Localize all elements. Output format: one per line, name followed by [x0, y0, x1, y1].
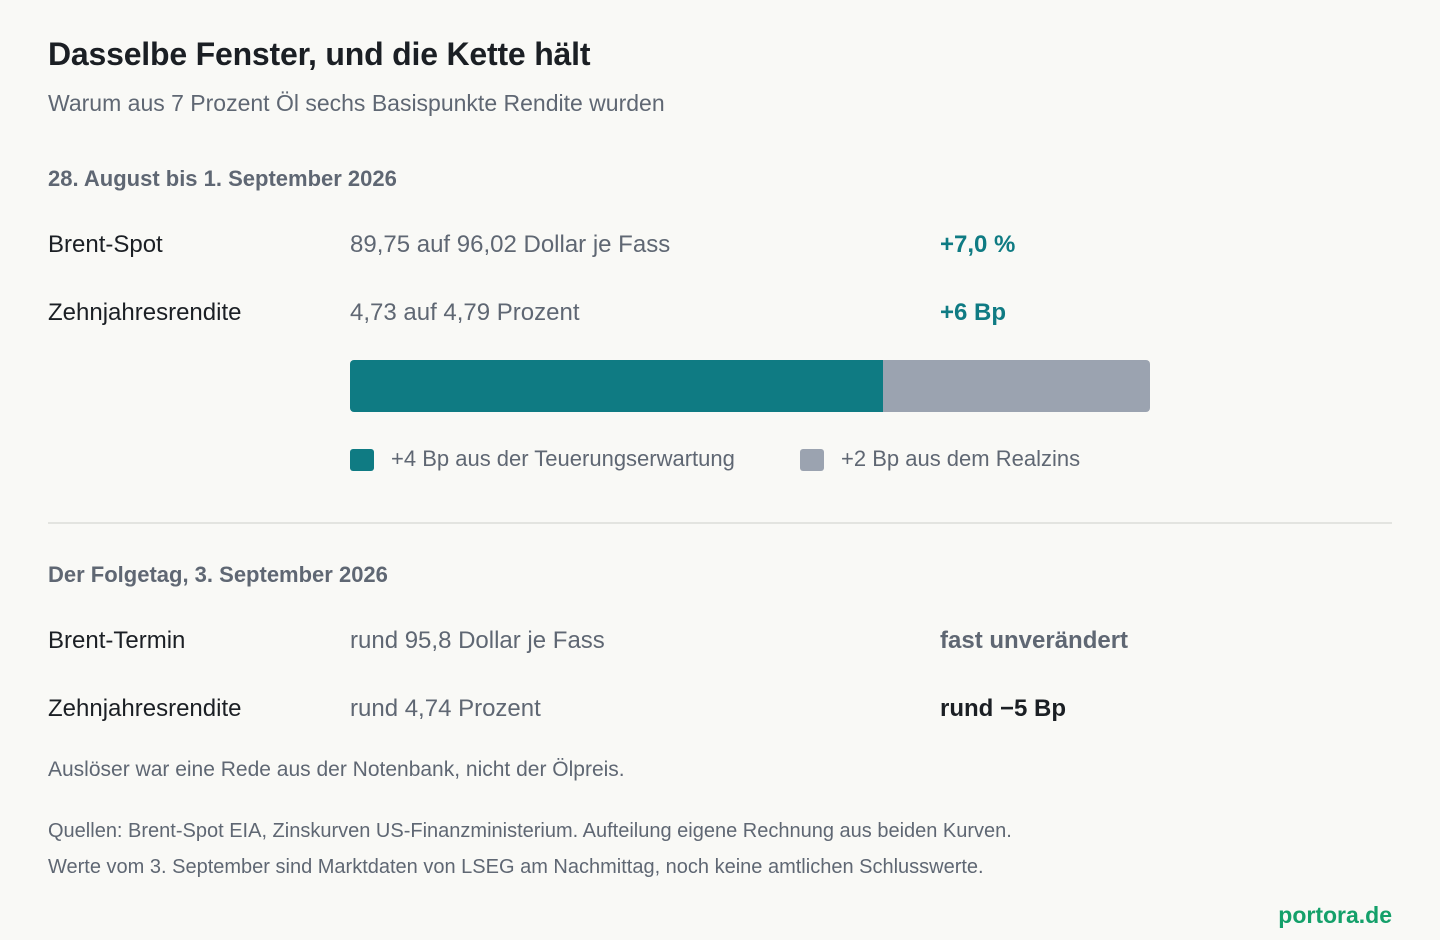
row-detail-yield: 4,73 auf 4,79 Prozent: [350, 299, 580, 326]
row-detail-brent-spot: 89,75 auf 96,02 Dollar je Fass: [350, 231, 671, 258]
bar-segment-real-rate: [883, 360, 1150, 412]
section-heading-followup: Der Folgetag, 3. September 2026: [48, 562, 388, 587]
row-change-yield: +6 Bp: [940, 299, 1007, 326]
brand-logo-text: portora.de: [1278, 902, 1392, 928]
source-line-2: Werte vom 3. September sind Marktdaten v…: [48, 856, 984, 878]
legend-label-inflation: +4 Bp aus der Teuerungserwartung: [391, 446, 735, 471]
row-change-yield-followup: rund −5 Bp: [940, 695, 1067, 722]
row-change-brent-future: fast unverändert: [940, 627, 1129, 654]
chart-subtitle: Warum aus 7 Prozent Öl sechs Basispunkte…: [48, 90, 665, 116]
chart-title: Dasselbe Fenster, und die Kette hält: [48, 36, 591, 72]
row-detail-brent-future: rund 95,8 Dollar je Fass: [350, 627, 605, 654]
row-label-brent-future: Brent-Termin: [48, 627, 186, 654]
row-detail-yield-followup: rund 4,74 Prozent: [350, 695, 541, 722]
section-divider: [48, 522, 1392, 524]
legend-swatch-inflation: [350, 449, 374, 471]
row-label-brent-spot: Brent-Spot: [48, 231, 163, 258]
followup-note: Auslöser war eine Rede aus der Notenbank…: [48, 758, 625, 781]
section-heading-window: 28. August bis 1. September 2026: [48, 166, 397, 191]
legend-swatch-real-rate: [800, 449, 824, 471]
legend-label-real-rate: +2 Bp aus dem Realzins: [841, 446, 1081, 471]
row-label-yield: Zehnjahresrendite: [48, 299, 242, 326]
row-label-yield-followup: Zehnjahresrendite: [48, 695, 242, 722]
bar-segment-inflation-expectation: [350, 360, 883, 412]
row-change-brent-spot: +7,0 %: [940, 231, 1016, 258]
source-line-1: Quellen: Brent-Spot EIA, Zinskurven US-F…: [48, 820, 1012, 842]
